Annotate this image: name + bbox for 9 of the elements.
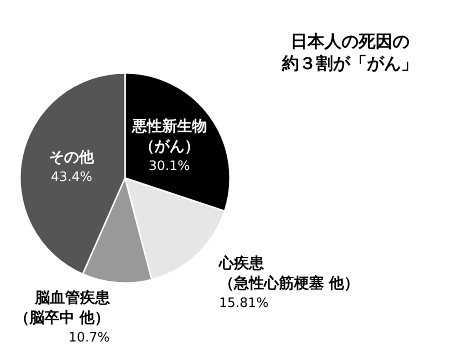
data-label: 30.1%	[148, 159, 190, 174]
slice-label: 心疾患（急性心筋梗塞 他）	[218, 254, 360, 292]
slice-label: その他	[49, 148, 96, 166]
data-label: 15.81%	[218, 296, 269, 311]
text: 日本人の死因の約３割が「がん」	[281, 32, 418, 74]
slice-label: 悪性新生物（がん）	[130, 117, 207, 156]
slice-label: 脳血管疾患（脳卒中 他）	[14, 288, 111, 327]
data-label: 10.7%	[68, 330, 110, 346]
data-label: 43.4%	[50, 170, 92, 185]
